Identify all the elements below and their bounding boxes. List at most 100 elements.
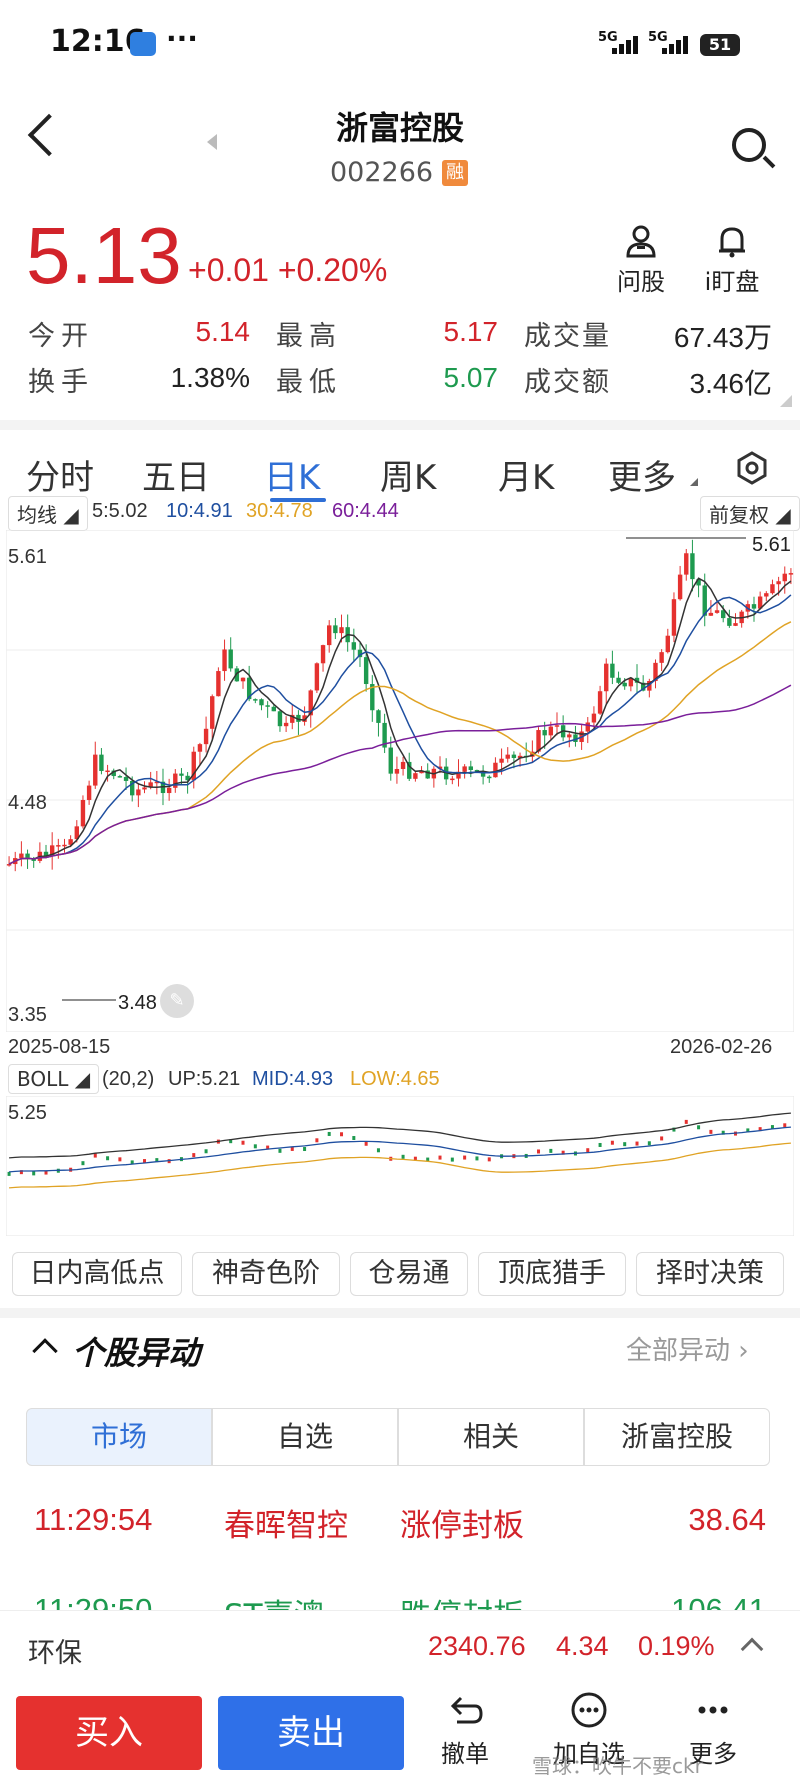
candle [690,553,695,580]
segment-related[interactable]: 相关 [398,1408,584,1466]
cancel-order-button[interactable]: 撤单 [420,1690,510,1769]
more-dropdown-icon [690,478,698,486]
candle [142,787,147,790]
boll-candle [487,1157,491,1162]
draw-tool-icon[interactable]: ✎ [160,984,194,1018]
add-watchlist-button[interactable]: 加自选 [544,1690,634,1769]
ytick-mid: 4.48 [8,792,47,814]
func-top-bottom[interactable]: 顶底猎手 [478,1252,626,1296]
search-icon[interactable] [732,128,766,162]
ma5-value: 5:5.02 [92,500,148,522]
tab-day-k[interactable]: 日K [264,458,321,498]
candle [400,761,406,769]
segment-market[interactable]: 市场 [26,1408,212,1466]
anomaly-stock-name: 春晖智控 [224,1508,348,1544]
candle [634,677,640,683]
candle [117,776,123,778]
stock-name: 浙富控股 [335,109,464,147]
tab-month-k[interactable]: 月K [498,458,555,498]
candle [74,826,79,840]
signal-label-2: 5G [648,30,668,45]
index-name: 环保 [28,1638,82,1669]
boll-candle [278,1148,282,1153]
boll-frame [6,1096,794,1236]
func-position[interactable]: 仓易通 [350,1252,468,1296]
candle [647,681,652,691]
battery-icon: 51 [700,34,740,56]
ask-stock-button[interactable]: 问股 [606,224,676,297]
boll-candle [290,1146,294,1151]
tab-timeshare[interactable]: 分时 [26,458,94,498]
candle [179,773,184,776]
boll-selector[interactable]: BOLL ◢ [8,1064,100,1094]
collapse-chevron-icon[interactable] [32,1338,58,1364]
anomaly-value: 106.41 [671,1592,766,1610]
candle [357,649,363,658]
func-timing[interactable]: 择时决策 [636,1252,784,1296]
boll-candle [537,1149,541,1154]
buy-button[interactable]: 买入 [16,1696,202,1770]
boll-candle [450,1157,454,1162]
candle [511,754,517,759]
candle [733,623,738,626]
margin-badge: 融 [442,160,468,186]
stock-code: 002266 [330,157,434,188]
ma30-line [8,621,792,865]
anomaly-title: 个股异动 [72,1334,201,1372]
boll-candle [463,1155,467,1160]
adjust-selector[interactable]: 前复权 ◢ [700,496,800,531]
date-start: 2025-08-15 [8,1036,111,1058]
watch-label: i盯盘 [704,268,760,296]
candle [628,677,634,687]
change-amount: +0.01 [188,252,269,288]
boll-candle [438,1155,442,1160]
segment-stock[interactable]: 浙富控股 [584,1408,770,1466]
anomaly-value: 38.64 [688,1502,766,1537]
candle [314,663,320,691]
all-anomaly-link[interactable]: 全部异动 › [626,1330,749,1367]
boll-candle [118,1157,122,1162]
boll-params: (20,2) [102,1068,155,1090]
expand-up-icon[interactable] [740,1637,764,1661]
candle [111,770,116,777]
ma-selector[interactable]: 均线 ◢ [8,496,88,531]
candle [93,754,98,786]
more-dots-icon [698,1706,728,1714]
candle [542,730,547,736]
kline-chart[interactable] [6,530,794,1032]
boll-candle [647,1141,651,1146]
sell-button[interactable]: 卖出 [218,1696,404,1770]
candle [6,864,12,866]
candle [216,671,221,697]
boll-chart[interactable] [6,1096,794,1236]
prev-stock-arrow-icon[interactable] [207,134,217,150]
expand-corner-icon[interactable] [780,395,792,407]
anomaly-row[interactable]: 11:29:50 ST嘉澳 跌停封板 106.41 [0,1582,800,1610]
ma-selector-label: 均线 [17,503,57,527]
func-intraday-hilo[interactable]: 日内高低点 [12,1252,182,1296]
boll-candle [635,1141,639,1146]
candle [277,711,283,727]
boll-candle [44,1170,48,1175]
candle [271,706,276,712]
func-color-scale[interactable]: 神奇色阶 [192,1252,340,1296]
anomaly-row[interactable]: 11:29:54 春晖智控 涨停封板 38.64 [0,1492,800,1552]
price-change: +0.01 +0.20% [188,252,387,289]
tab-week-k[interactable]: 周K [380,458,437,498]
segment-watchlist[interactable]: 自选 [212,1408,398,1466]
candle [253,699,258,701]
more-button[interactable]: 更多 [668,1690,758,1769]
ma10-value: 10:4.91 [166,500,233,522]
candle [419,770,424,774]
index-ticker-bar[interactable]: 环保 2340.76 4.34 0.19% [0,1610,800,1680]
watch-button[interactable]: i盯盘 [692,224,772,297]
candle [437,766,443,769]
candle [80,799,86,827]
settings-icon[interactable] [734,450,770,486]
candle [259,699,264,706]
tab-five-day[interactable]: 五日 [142,458,210,498]
add-watchlist-label: 加自选 [553,1740,625,1768]
stat-label-amount: 成交额 [524,367,611,398]
tab-more[interactable]: 更多 [608,458,676,498]
stat-value-volume: 67.43万 [673,322,772,353]
